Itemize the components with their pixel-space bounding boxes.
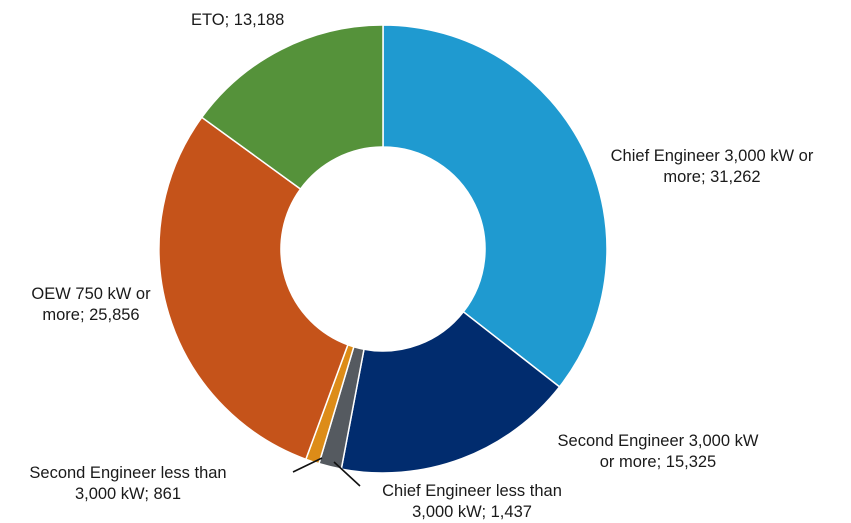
slice-oew-750-kw-or-more bbox=[158, 116, 349, 461]
label-line: Second Engineer 3,000 kW bbox=[558, 432, 759, 450]
leader-line bbox=[333, 461, 361, 487]
slice-second-engineer-3-000-kw-or-more bbox=[340, 310, 561, 474]
label-eto: ETO; 13,188 bbox=[191, 11, 284, 29]
label-line: Second Engineer less than bbox=[29, 464, 226, 482]
label-second-engineer-3-000-kw-or-more: Second Engineer 3,000 kW or more; 15,325 bbox=[558, 432, 759, 471]
slice-eto bbox=[200, 24, 384, 191]
label-oew-750-kw-or-more: OEW 750 kW or more; 25,856 bbox=[31, 285, 151, 324]
label-line: Chief Engineer less than bbox=[382, 482, 562, 500]
label-line: more; 25,856 bbox=[42, 306, 139, 324]
label-line: OEW 750 kW or bbox=[31, 285, 151, 303]
label-line: 3,000 kW; 1,437 bbox=[412, 503, 532, 521]
leader-line bbox=[292, 457, 323, 473]
label-line: ETO; 13,188 bbox=[191, 11, 284, 29]
label-line: 3,000 kW; 861 bbox=[75, 485, 181, 503]
donut-slices bbox=[158, 24, 608, 474]
leader-lines bbox=[292, 457, 361, 487]
slice-chief-engineer-3-000-kw-or-more bbox=[382, 24, 608, 388]
label-second-engineer-less-than-3-000-kw: Second Engineer less than 3,000 kW; 861 bbox=[29, 464, 226, 503]
label-line: Chief Engineer 3,000 kW or bbox=[611, 147, 814, 165]
label-chief-engineer-less-than-3-000-kw: Chief Engineer less than 3,000 kW; 1,437 bbox=[382, 482, 562, 521]
label-chief-engineer-3-000-kw-or-more: Chief Engineer 3,000 kW or more; 31,262 bbox=[611, 147, 814, 186]
label-line: or more; 15,325 bbox=[600, 453, 716, 471]
slice-labels: Chief Engineer 3,000 kW or more; 31,262 Se… bbox=[29, 11, 813, 521]
label-line: more; 31,262 bbox=[663, 168, 760, 186]
